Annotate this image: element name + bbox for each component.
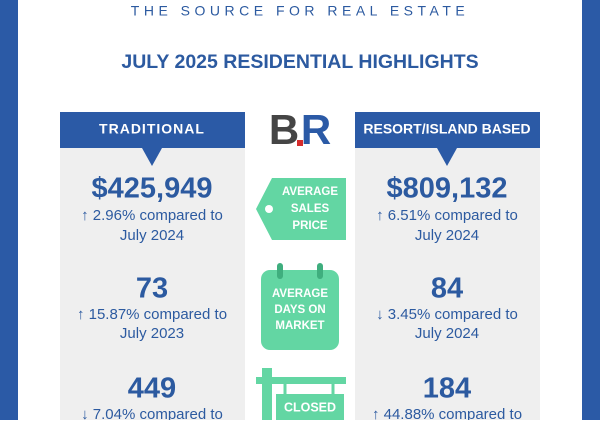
metric-label: AVERAGE [272,288,328,300]
stat-value: $425,949 [92,173,213,205]
column-heading: TRADITIONAL [99,121,205,137]
title: JULY 2025 RESIDENTIAL HIGHLIGHTS [121,51,478,73]
metric-label: DAYS ON [274,304,325,316]
stat-change: ↑ 2.96% compared to [81,207,223,224]
tag-hole [265,205,273,213]
logo-letter: R [301,106,331,153]
column-heading: RESORT/ISLAND BASED [363,121,530,137]
stat-change: ↑ 44.88% compared to [372,406,522,420]
column-header [60,112,245,148]
sign-post [262,368,272,420]
stat-change: ↑ 6.51% compared to [376,207,518,224]
stat-value: 184 [423,373,471,405]
stat-value: $809,132 [387,173,508,205]
metric-label: CLOSED [284,400,336,414]
calendar-ring [277,263,283,279]
metric-label: SALES [291,203,330,215]
logo-letter: B [269,106,299,153]
right-border [582,0,600,420]
left-border [0,0,18,420]
stat-value: 449 [128,373,176,405]
metric-label: PRICE [292,220,327,232]
stat-value: 84 [431,273,463,305]
pointer [142,148,162,166]
stat-change: ↓ 7.04% compared to [81,406,223,420]
stat-change: ↑ 15.87% compared to [77,306,227,323]
metric-label: AVERAGE [282,186,338,198]
stat-value: 73 [136,273,168,305]
sign-board [276,394,344,422]
stat-period: July 2023 [120,325,184,342]
stat-period: July 2024 [415,325,479,342]
tag-icon [256,178,346,240]
stat-period: July 2024 [120,227,184,244]
tagline: THE SOURCE FOR REAL ESTATE [131,3,469,19]
calendar-ring [317,263,323,279]
metric-label: MARKET [275,320,324,332]
column-panel [355,148,540,420]
pointer [437,148,457,166]
column-panel [60,148,245,420]
column-header [355,112,540,148]
sign-bar [256,377,346,384]
stat-period: July 2024 [415,227,479,244]
logo-dot [297,140,303,146]
stat-change: ↓ 3.45% compared to [376,306,518,323]
calendar-icon [261,270,339,350]
